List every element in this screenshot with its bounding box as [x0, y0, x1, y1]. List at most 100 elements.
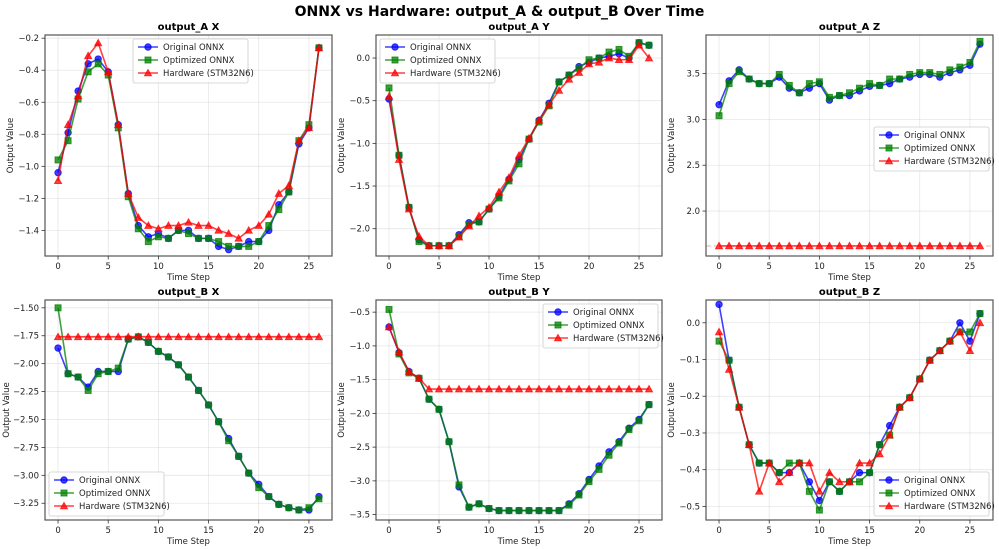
x-tick-label: 15 [534, 526, 545, 536]
data-point [906, 70, 914, 78]
axes-frame [44, 34, 333, 257]
data-point [205, 234, 213, 242]
data-point [384, 322, 394, 331]
data-point [754, 241, 764, 250]
data-point [424, 384, 434, 393]
data-point [815, 486, 824, 495]
x-axis-label: Time Step [827, 537, 871, 547]
data-point [114, 364, 122, 372]
x-tick-label: 20 [914, 526, 925, 536]
x-axis-label: Time Step [827, 273, 871, 283]
subplot-output-b-z: 0 5 10 15 20 25 Time Step −0.5 −0.4 −0.3 −0.2 −0.1 0… [667, 287, 995, 547]
data-point [956, 319, 964, 327]
data-point [385, 84, 393, 92]
data-point [925, 355, 935, 364]
data-point [234, 332, 244, 341]
data-point [645, 401, 653, 409]
y-tick-label: −3.5 [349, 511, 370, 521]
data-point [584, 384, 594, 393]
x-tick-label: 0 [716, 262, 721, 272]
x-tick-label: 0 [716, 526, 721, 536]
figure-title: ONNX vs Hardware: output_A & output_B Ov… [295, 4, 705, 20]
data-point [594, 384, 604, 393]
y-tick-label: 3.0 [686, 115, 700, 125]
data-point [54, 344, 62, 352]
data-point [965, 346, 975, 354]
data-point [715, 300, 723, 309]
data-point [775, 70, 783, 78]
legend-entry: Optimized ONNX [548, 321, 645, 331]
data-point [424, 241, 434, 250]
data-point [53, 176, 63, 185]
series-hardware-stm32n6- [53, 332, 324, 341]
legend-label: Hardware (STM32N6) [410, 69, 501, 79]
x-tick-label: 10 [814, 526, 825, 536]
data-point [144, 238, 152, 246]
legend: Original ONNX Optimized ONNX Hardware (STM… [379, 38, 501, 84]
data-point [414, 373, 424, 382]
data-point [975, 318, 985, 327]
data-point [214, 332, 223, 341]
data-point [63, 120, 73, 128]
x-axis: 0 5 10 15 20 25 Time Step [386, 256, 644, 283]
y-axis: −1.4 −1.2 −1.0 −0.8 −0.6 −0.4 −0.2 Output Value [6, 34, 45, 236]
data-point [235, 452, 243, 460]
series-hardware-stm32n6- [714, 318, 985, 495]
legend-marker [553, 333, 563, 342]
data-point [113, 120, 123, 128]
data-point [794, 458, 804, 467]
data-point [214, 225, 223, 234]
series-hardware-stm32n6- [384, 322, 654, 393]
data-point [504, 172, 514, 181]
data-point [945, 336, 955, 345]
data-point [634, 384, 644, 393]
axes-frame [375, 299, 663, 521]
x-tick-label: 25 [634, 526, 645, 536]
gridlines [706, 300, 993, 520]
data-point [625, 426, 633, 434]
data-point [825, 93, 833, 101]
y-tick-label: −0.3 [679, 429, 700, 439]
y-tick-label: −2.00 [13, 360, 39, 370]
x-tick-label: 10 [153, 262, 164, 272]
y-tick-label: −2.50 [13, 415, 39, 425]
series-layer [384, 305, 654, 515]
y-tick-label: −1.0 [349, 139, 370, 149]
x-tick-label: 20 [253, 262, 264, 272]
data-point [755, 459, 763, 467]
data-point [855, 468, 864, 477]
data-point [254, 332, 264, 341]
y-axis-label: Output Value [337, 382, 347, 438]
data-point [494, 384, 504, 393]
data-point [534, 384, 544, 393]
y-axis-label: Output Value [6, 118, 16, 174]
data-point [264, 332, 274, 341]
data-point [946, 66, 954, 74]
data-point [875, 241, 884, 250]
data-point [384, 91, 394, 100]
legend-marker [554, 308, 562, 316]
data-point [805, 80, 813, 88]
data-point [745, 75, 753, 83]
data-point [784, 241, 794, 250]
y-tick-label: −0.5 [679, 502, 700, 512]
x-tick-label: 0 [55, 526, 60, 536]
legend: Original ONNX Optimized ONNX Hardware (STM… [132, 38, 254, 84]
data-point [564, 384, 574, 393]
data-point [774, 241, 784, 250]
data-point [965, 241, 975, 250]
y-tick-label: 0.0 [686, 319, 700, 329]
data-point [63, 332, 73, 341]
legend-entry: Original ONNX [54, 476, 140, 486]
data-point [544, 384, 554, 393]
series-layer [714, 300, 985, 514]
y-tick-label: −3.25 [13, 499, 39, 509]
data-point [255, 238, 263, 246]
data-point [905, 241, 915, 250]
data-point [714, 241, 724, 250]
y-tick-label: 0.0 [356, 54, 370, 64]
data-point [184, 332, 193, 341]
data-point [886, 75, 894, 83]
data-point [876, 81, 884, 89]
data-point [734, 241, 744, 250]
